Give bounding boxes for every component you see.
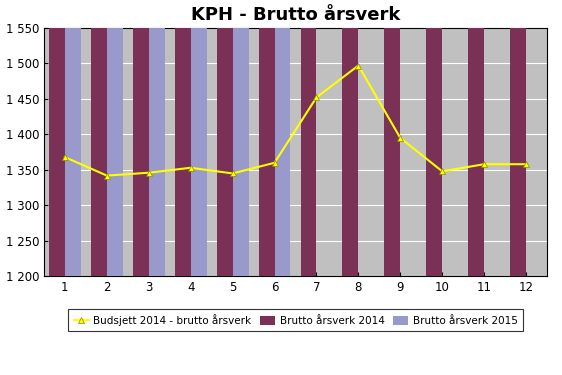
- Budsjett 2014 - brutto årsverk: [355, 63, 362, 68]
- Budsjett 2014 - brutto årsverk: [103, 173, 110, 178]
- Legend: Budsjett 2014 - brutto årsverk, Brutto årsverk 2014, Brutto årsverk 2015: Budsjett 2014 - brutto årsverk, Brutto å…: [69, 309, 523, 331]
- Budsjett 2014 - brutto årsverk: [523, 162, 529, 166]
- Bar: [133, 0, 149, 276]
- Bar: [510, 0, 526, 276]
- Budsjett 2014 - brutto årsverk: [146, 171, 152, 175]
- Bar: [191, 0, 207, 276]
- Bar: [342, 0, 359, 276]
- Budsjett 2014 - brutto årsverk: [61, 155, 68, 159]
- Bar: [274, 0, 291, 276]
- Budsjett 2014 - brutto årsverk: [229, 171, 236, 176]
- Budsjett 2014 - brutto årsverk: [313, 95, 320, 100]
- Bar: [233, 0, 248, 276]
- Bar: [217, 0, 233, 276]
- Bar: [107, 0, 123, 276]
- Bar: [91, 0, 107, 276]
- Bar: [384, 0, 400, 276]
- Bar: [149, 0, 165, 276]
- Budsjett 2014 - brutto årsverk: [439, 169, 446, 174]
- Budsjett 2014 - brutto årsverk: [397, 136, 404, 140]
- Bar: [301, 0, 316, 276]
- Budsjett 2014 - brutto årsverk: [481, 162, 487, 166]
- Budsjett 2014 - brutto årsverk: [187, 165, 194, 170]
- Title: KPH - Brutto årsverk: KPH - Brutto årsverk: [191, 6, 400, 24]
- Bar: [427, 0, 442, 276]
- Bar: [259, 0, 274, 276]
- Bar: [175, 0, 191, 276]
- Bar: [65, 0, 81, 276]
- Line: Budsjett 2014 - brutto årsverk: Budsjett 2014 - brutto årsverk: [61, 62, 529, 179]
- Bar: [49, 0, 65, 276]
- Bar: [468, 0, 484, 276]
- Budsjett 2014 - brutto årsverk: [271, 160, 278, 165]
